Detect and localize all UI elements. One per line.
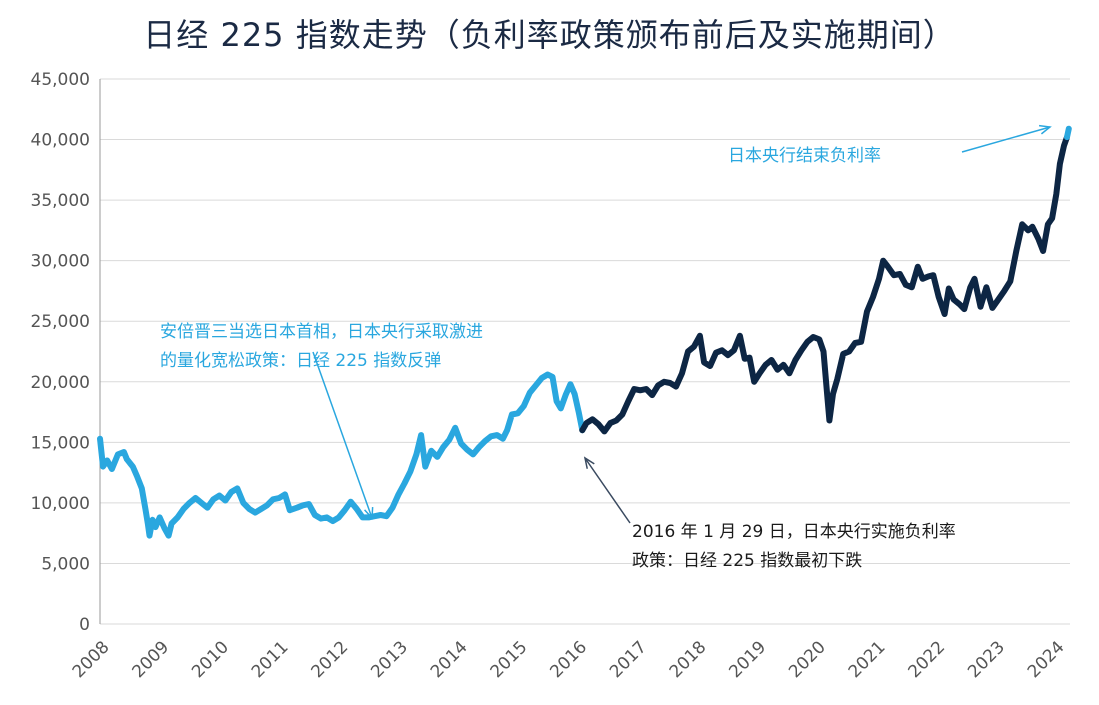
arrow-end-negative-rate <box>961 126 1051 153</box>
x-tick-label: 2019 <box>725 637 770 682</box>
x-tick-label: 2013 <box>367 637 412 682</box>
series-line-after <box>1064 125 1072 141</box>
x-tick-label: 2022 <box>904 637 949 682</box>
y-tick-labels: 0 5,000 10,000 15,000 20,000 25,000 30,000 35,0… <box>31 70 90 635</box>
annotation-end-negative-rate: 日本央行结束负利率 <box>728 146 881 166</box>
series-line-before <box>97 371 586 539</box>
y-tick-label: 0 <box>79 615 90 635</box>
annotation-arrows <box>312 124 1052 524</box>
x-tick-label: 2020 <box>785 637 830 682</box>
y-tick-label: 10,000 <box>31 494 90 514</box>
x-tick-label: 2024 <box>1024 637 1069 682</box>
y-tick-label: 25,000 <box>31 312 90 332</box>
y-tick-label: 45,000 <box>31 70 90 90</box>
arrow-abe <box>312 351 373 519</box>
x-tick-label: 2014 <box>427 637 472 682</box>
x-tick-label: 2008 <box>69 637 114 682</box>
x-tick-label: 2011 <box>248 637 293 682</box>
x-tick-label: 2012 <box>308 637 353 682</box>
x-tick-label: 2018 <box>666 637 711 682</box>
arrow-abe-head <box>364 506 374 520</box>
y-tick-label: 35,000 <box>31 191 90 211</box>
x-tick-label: 2017 <box>606 637 651 682</box>
series-line-negative_rates <box>579 134 1070 435</box>
y-tick-label: 15,000 <box>31 433 90 453</box>
arrow-negative-rate-start <box>584 457 631 524</box>
y-tick-label: 20,000 <box>31 373 90 393</box>
annotation-abe: 安倍晋三当选日本首相，日本央行采取激进的量化宽松政策：日经 225 指数反弹 <box>160 322 483 371</box>
x-tick-label: 2010 <box>188 637 233 682</box>
y-tick-label: 40,000 <box>31 131 90 151</box>
grid-lines <box>99 78 1070 625</box>
arrow-negative-rate-start-head <box>583 456 595 469</box>
y-tick-label: 30,000 <box>31 252 90 272</box>
series-lines <box>97 125 1072 539</box>
x-tick-label: 2023 <box>964 637 1009 682</box>
annotation-negative-rate-start: 2016 年 1 月 29 日，日本央行实施负利率政策：日经 225 指数最初下… <box>632 522 956 571</box>
x-tick-label: 2015 <box>487 637 532 682</box>
arrow-end-negative-rate-head <box>1038 124 1052 135</box>
x-tick-labels: 2008 2009 2010 2011 2012 2013 2014 2015 2016 2017… <box>69 637 1069 682</box>
y-tick-label: 5,000 <box>41 554 90 574</box>
x-tick-label: 2016 <box>546 637 591 682</box>
chart-title: 日经 225 指数走势（负利率政策颁布前后及实施期间） <box>143 16 956 54</box>
x-tick-label: 2009 <box>128 637 173 682</box>
x-tick-label: 2021 <box>845 637 890 682</box>
